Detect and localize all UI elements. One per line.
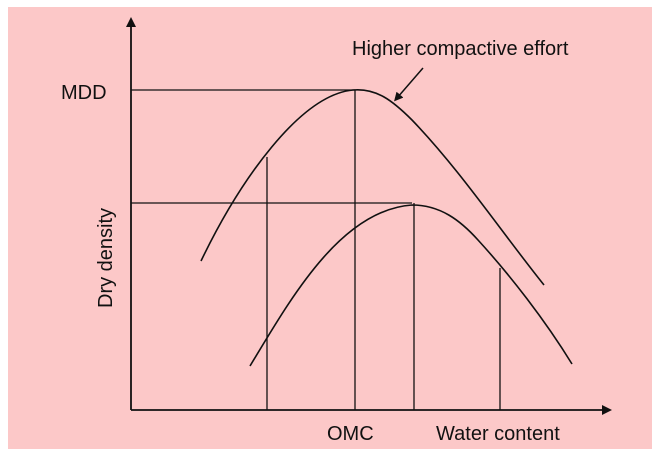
y-tick-label-mdd: MDD (61, 82, 107, 104)
annotation-arrow (394, 67, 424, 102)
curve-higher-compactive-effort (200, 89, 545, 286)
annotation-label: Higher compactive effort (352, 38, 569, 60)
y-axis-label: Dry density (95, 208, 117, 308)
x-tick-label-omc: OMC (327, 423, 374, 445)
x-axis-label: Water content (436, 423, 560, 445)
diagram-background (8, 7, 652, 449)
curve-lower-compactive-effort (249, 204, 573, 367)
